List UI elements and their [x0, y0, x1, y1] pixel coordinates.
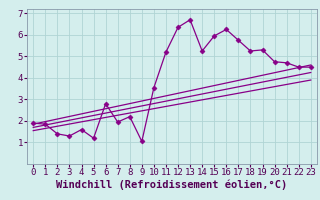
X-axis label: Windchill (Refroidissement éolien,°C): Windchill (Refroidissement éolien,°C)	[56, 180, 288, 190]
